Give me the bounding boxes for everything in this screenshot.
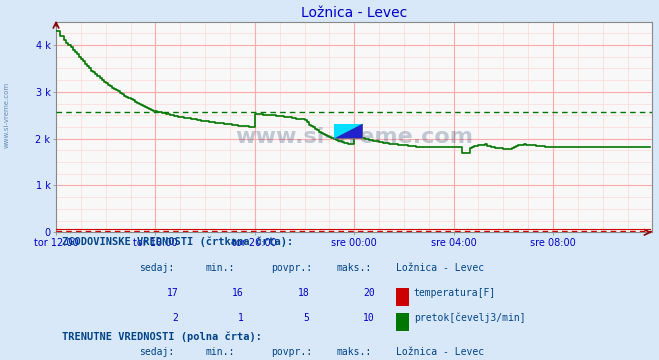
- Text: 16: 16: [232, 288, 244, 298]
- Text: povpr.:: povpr.:: [271, 347, 312, 357]
- Text: 17: 17: [167, 288, 179, 298]
- Text: Ložnica - Levec: Ložnica - Levec: [396, 347, 484, 357]
- Text: povpr.:: povpr.:: [271, 263, 312, 273]
- Text: temperatura[F]: temperatura[F]: [414, 288, 496, 298]
- Text: 5: 5: [304, 313, 310, 323]
- Text: sedaj:: sedaj:: [140, 263, 175, 273]
- Text: 20: 20: [363, 288, 375, 298]
- Text: TRENUTNE VREDNOSTI (polna črta):: TRENUTNE VREDNOSTI (polna črta):: [62, 332, 262, 342]
- Polygon shape: [333, 124, 362, 139]
- Bar: [396, 313, 409, 330]
- Title: Ložnica - Levec: Ložnica - Levec: [301, 6, 407, 21]
- Text: maks.:: maks.:: [336, 263, 372, 273]
- Bar: [333, 124, 362, 139]
- Text: sedaj:: sedaj:: [140, 347, 175, 357]
- Text: ZGODOVINSKE VREDNOSTI (črtkana črta):: ZGODOVINSKE VREDNOSTI (črtkana črta):: [62, 236, 293, 247]
- Text: 10: 10: [363, 313, 375, 323]
- Text: www.si-vreme.com: www.si-vreme.com: [235, 127, 473, 148]
- Text: maks.:: maks.:: [336, 347, 372, 357]
- Bar: [396, 288, 409, 306]
- Text: min.:: min.:: [205, 347, 235, 357]
- Text: Ložnica - Levec: Ložnica - Levec: [396, 263, 484, 273]
- Text: 1: 1: [238, 313, 244, 323]
- Text: www.si-vreme.com: www.si-vreme.com: [3, 82, 10, 148]
- Polygon shape: [333, 124, 362, 139]
- Text: pretok[čevelj3/min]: pretok[čevelj3/min]: [414, 313, 525, 323]
- Text: 18: 18: [298, 288, 310, 298]
- Text: 2: 2: [173, 313, 179, 323]
- Text: min.:: min.:: [205, 263, 235, 273]
